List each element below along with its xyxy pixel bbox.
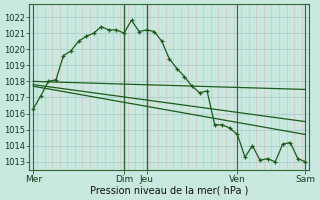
X-axis label: Pression niveau de la mer( hPa ): Pression niveau de la mer( hPa ) — [90, 186, 249, 196]
